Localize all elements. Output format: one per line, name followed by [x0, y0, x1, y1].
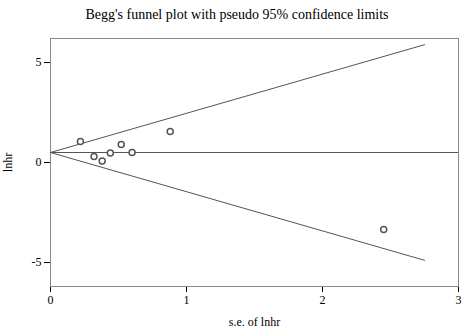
html-text:Begg's funnel plot with pseudo: Begg's funnel plot with pseudo 95% confi…	[85, 7, 389, 22]
svg-text:3: 3	[456, 293, 462, 307]
svg-text:1: 1	[184, 293, 190, 307]
svg-text:-5: -5	[32, 255, 42, 269]
svg-text:lnhr: lnhr	[1, 153, 15, 172]
svg-text:0: 0	[36, 155, 42, 169]
svg-text:2: 2	[320, 293, 326, 307]
svg-text:0: 0	[48, 293, 54, 307]
svg-text:5: 5	[36, 55, 42, 69]
svg-text:s.e. of lnhr: s.e. of lnhr	[229, 315, 280, 329]
